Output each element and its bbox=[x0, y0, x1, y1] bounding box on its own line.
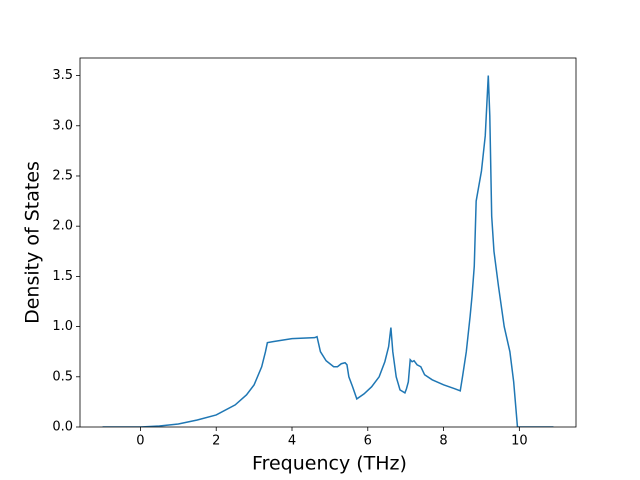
y-axis-label: Density of States bbox=[22, 161, 44, 324]
line-series bbox=[102, 75, 554, 427]
y-tick-label: 2.5 bbox=[52, 168, 73, 183]
y-tick-label: 0.5 bbox=[52, 369, 73, 384]
x-tick-label: 6 bbox=[364, 434, 372, 449]
x-tick-label: 4 bbox=[288, 434, 296, 449]
x-tick-label: 2 bbox=[212, 434, 220, 449]
y-tick-label: 1.5 bbox=[52, 269, 73, 284]
x-tick-label: 8 bbox=[439, 434, 447, 449]
y-tick-label: 3.0 bbox=[52, 118, 73, 133]
y-tick-label: 3.5 bbox=[52, 68, 73, 83]
y-tick-label: 0.0 bbox=[52, 420, 73, 435]
plot-frame bbox=[79, 57, 577, 428]
x-axis-label: Frequency (THz) bbox=[252, 453, 407, 475]
x-tick-label: 0 bbox=[136, 434, 144, 449]
y-tick-label: 2.0 bbox=[52, 219, 73, 234]
x-tick-label: 10 bbox=[511, 434, 528, 449]
y-tick-label: 1.0 bbox=[52, 319, 73, 334]
